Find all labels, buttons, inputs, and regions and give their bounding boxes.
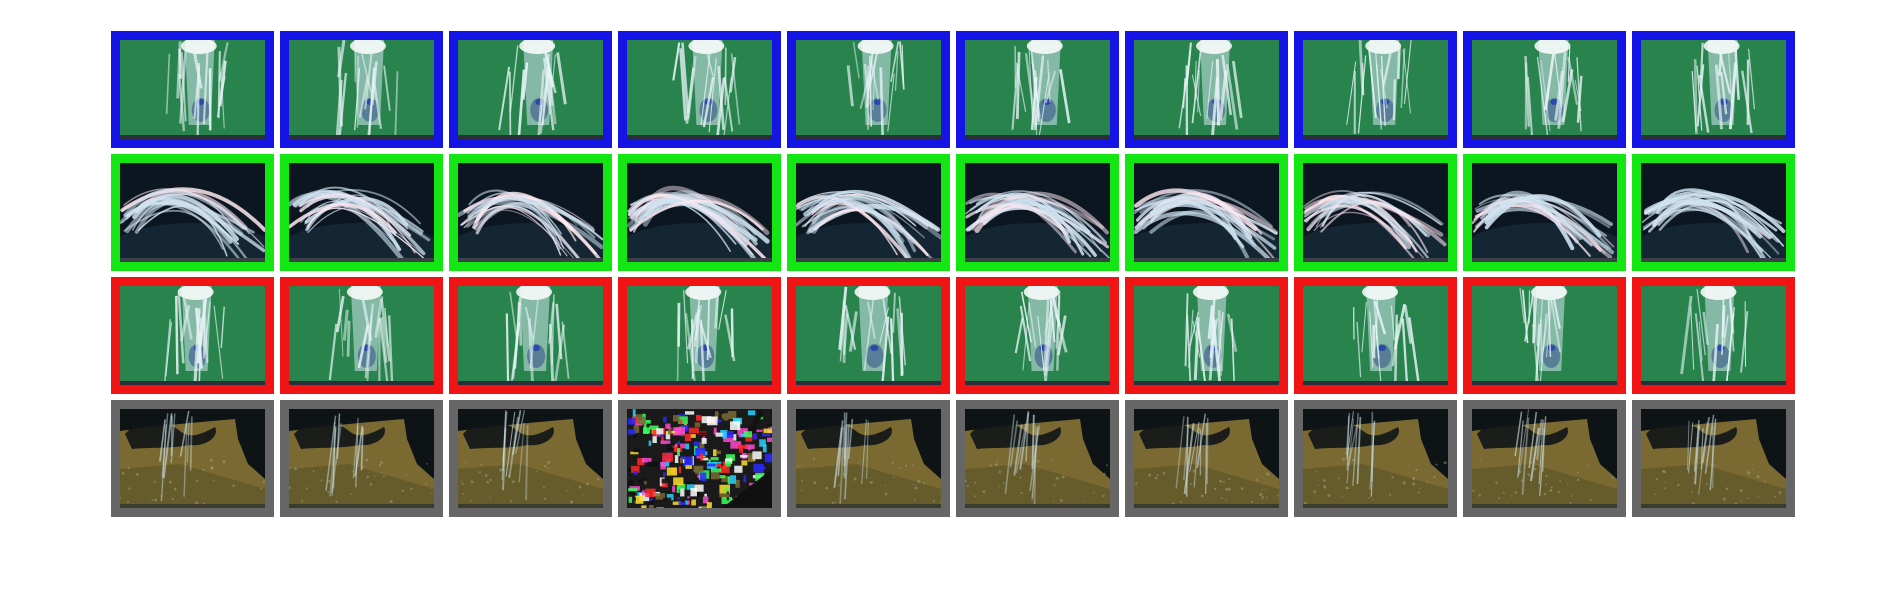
frame-image: [965, 40, 1110, 139]
video-frame: [618, 400, 781, 517]
frame-image: [120, 409, 265, 508]
frame-image: [1641, 409, 1786, 508]
video-frame: [111, 31, 274, 148]
video-frame: [280, 154, 443, 271]
frame-image: [289, 40, 434, 139]
video-frame: [1294, 154, 1457, 271]
video-frame: [1125, 31, 1288, 148]
frame-image: [120, 163, 265, 262]
video-frame: [449, 154, 612, 271]
frame-image: [1134, 163, 1279, 262]
frame-image: [1303, 286, 1448, 385]
video-frame: [1463, 400, 1626, 517]
video-frame: [1463, 154, 1626, 271]
video-frame: [280, 277, 443, 394]
video-frame: [1632, 400, 1795, 517]
video-frame: [449, 31, 612, 148]
frame-image: [458, 40, 603, 139]
video-frame: [280, 400, 443, 517]
frame-image: [1303, 163, 1448, 262]
video-frame: [618, 277, 781, 394]
video-frame: [111, 154, 274, 271]
frame-image: [458, 409, 603, 508]
frame-image: [796, 409, 941, 508]
frame-image: [1641, 286, 1786, 385]
video-frame: [1125, 400, 1288, 517]
video-frame: [1463, 277, 1626, 394]
frame-image: [1134, 409, 1279, 508]
frame-image: [120, 40, 265, 139]
frame-image: [1134, 40, 1279, 139]
frame-image: [1134, 286, 1279, 385]
frame-row: [111, 400, 1797, 517]
video-frame: [956, 277, 1119, 394]
frame-row: [111, 277, 1797, 394]
frame-row: [111, 154, 1797, 271]
frame-image: [1472, 409, 1617, 508]
video-frame: [1294, 31, 1457, 148]
video-frame: [787, 31, 950, 148]
frame-image: [1472, 40, 1617, 139]
frame-image: [1303, 40, 1448, 139]
frame-image: [796, 40, 941, 139]
corrupted-frame-image: [627, 409, 772, 508]
frame-image: [1472, 286, 1617, 385]
frame-image: [458, 163, 603, 262]
frame-image: [1303, 409, 1448, 508]
frame-row: [111, 31, 1797, 148]
frame-image: [458, 286, 603, 385]
frame-image: [1641, 163, 1786, 262]
video-frame: [111, 277, 274, 394]
video-frame: [956, 31, 1119, 148]
frame-image: [965, 286, 1110, 385]
frame-image: [796, 163, 941, 262]
video-frame: [956, 154, 1119, 271]
video-frame: [449, 277, 612, 394]
video-frame: [1632, 277, 1795, 394]
frame-image: [796, 286, 941, 385]
video-frame: [1125, 277, 1288, 394]
frame-image: [965, 409, 1110, 508]
video-frame: [618, 154, 781, 271]
video-frame: [1632, 154, 1795, 271]
video-frame: [1463, 31, 1626, 148]
frame-image: [1641, 40, 1786, 139]
video-frame: [1294, 277, 1457, 394]
frame-image: [627, 286, 772, 385]
frame-image: [289, 163, 434, 262]
frame-image: [627, 163, 772, 262]
video-frame: [956, 400, 1119, 517]
video-frame: [280, 31, 443, 148]
video-frame: [1632, 31, 1795, 148]
frame-image: [965, 163, 1110, 262]
frame-image: [289, 286, 434, 385]
frame-image: [120, 286, 265, 385]
frame-grid: [111, 31, 1797, 523]
video-frame: [449, 400, 612, 517]
frame-image: [1472, 163, 1617, 262]
video-frame: [1125, 154, 1288, 271]
video-frame: [787, 277, 950, 394]
video-frame: [787, 400, 950, 517]
video-frame: [787, 154, 950, 271]
frame-image: [627, 40, 772, 139]
video-frame: [618, 31, 781, 148]
video-frame: [111, 400, 274, 517]
frame-image: [289, 409, 434, 508]
video-frame: [1294, 400, 1457, 517]
